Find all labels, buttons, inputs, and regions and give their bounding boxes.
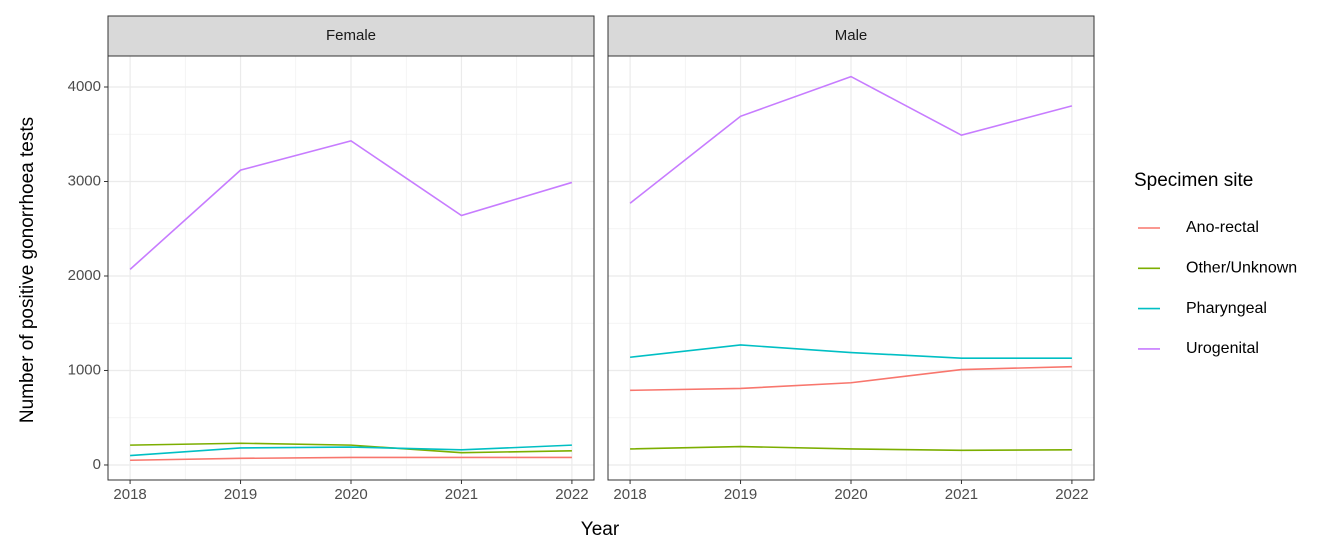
legend-label: Ano-rectal — [1186, 219, 1259, 236]
data-line — [130, 456, 572, 462]
x-tick-label: 2019 — [724, 486, 757, 503]
x-tick-label: 2020 — [834, 486, 867, 503]
legend-title: Specimen site — [1134, 170, 1253, 191]
data-line — [130, 444, 572, 457]
legend-label: Urogenital — [1186, 340, 1259, 357]
facet-strip — [107, 15, 595, 57]
legend-label: Pharyngeal — [1186, 300, 1267, 317]
facet-strip — [607, 15, 1095, 57]
facet-label: Female — [326, 27, 376, 44]
x-tick-label: 2018 — [613, 486, 646, 503]
data-line — [630, 445, 1072, 452]
facet-label: Male — [835, 27, 868, 44]
y-tick-label: 4000 — [68, 78, 101, 95]
panel-border — [607, 55, 1095, 481]
x-axis-label: Year — [581, 519, 620, 540]
data-line — [130, 442, 572, 454]
y-tick-label: 2000 — [68, 267, 101, 284]
x-tick-label: 2021 — [445, 486, 478, 503]
x-tick-label: 2022 — [1055, 486, 1088, 503]
data-line — [630, 365, 1072, 392]
legend-label: Other/Unknown — [1186, 260, 1297, 277]
x-tick-label: 2019 — [224, 486, 257, 503]
y-tick-label: 0 — [93, 456, 101, 473]
x-tick-label: 2018 — [113, 486, 146, 503]
data-line — [129, 139, 573, 270]
data-line — [629, 75, 1073, 204]
x-tick-label: 2021 — [945, 486, 978, 503]
data-line — [630, 344, 1072, 359]
panel-border — [107, 55, 595, 481]
y-tick-label: 1000 — [68, 361, 101, 378]
x-tick-label: 2020 — [334, 486, 367, 503]
y-tick-label: 3000 — [68, 172, 101, 189]
x-tick-label: 2022 — [555, 486, 588, 503]
y-axis-label: Number of positive gonorrhoea tests — [17, 117, 38, 423]
